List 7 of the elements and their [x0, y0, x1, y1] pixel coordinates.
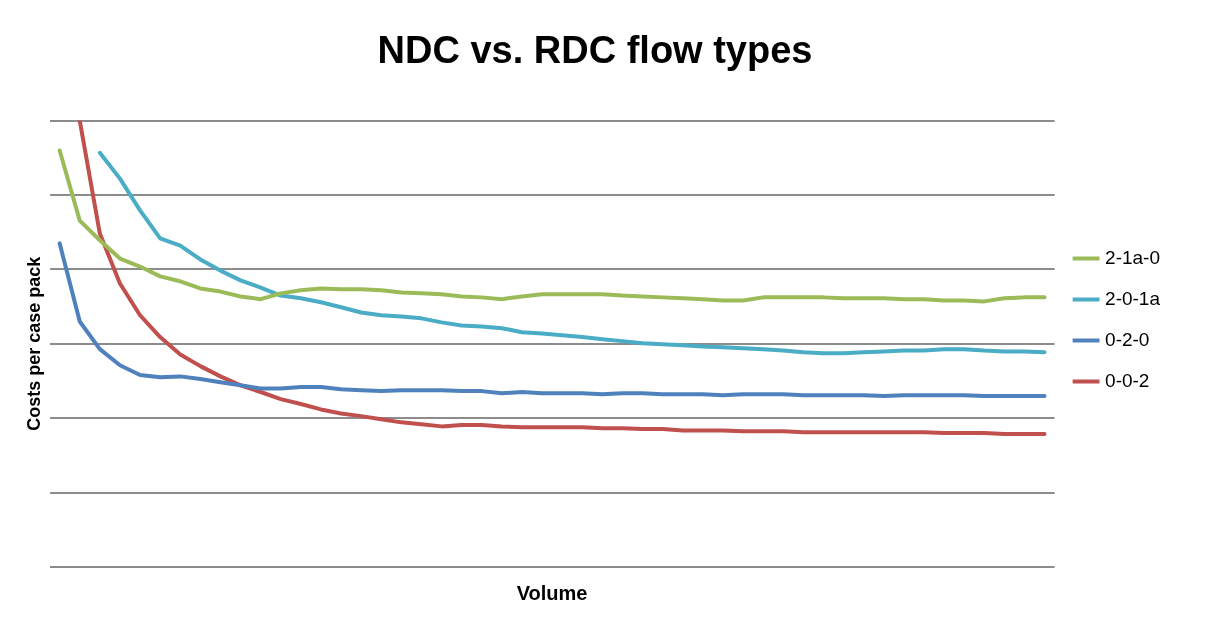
legend-label: 2-1a-0: [1105, 246, 1160, 268]
legend-label: 0-0-2: [1105, 369, 1150, 391]
x-axis-title: Volume: [516, 581, 588, 604]
chart-title: NDC vs. RDC flow types: [377, 29, 813, 72]
y-axis-title: Costs per case pack: [23, 255, 44, 431]
legend-label: 2-0-1a: [1105, 287, 1161, 309]
legend-label: 0-2-0: [1105, 328, 1150, 350]
